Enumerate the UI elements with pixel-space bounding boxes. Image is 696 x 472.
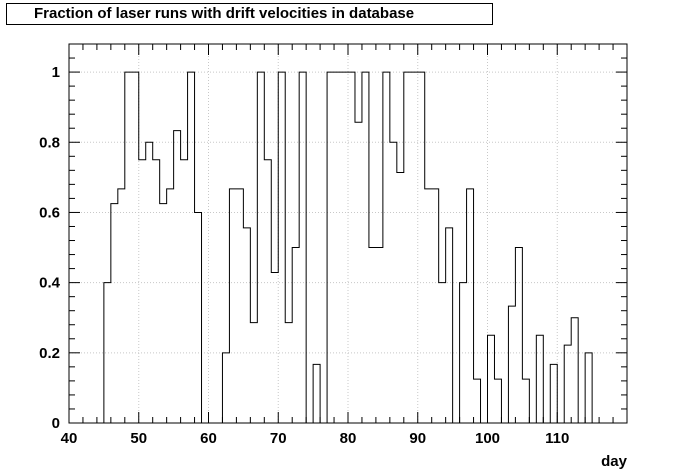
y-tick-label: 0.8: [39, 134, 60, 151]
x-tick-label: 60: [200, 430, 217, 447]
y-tick-label: 1: [52, 64, 60, 81]
chart-title: Fraction of laser runs with drift veloci…: [6, 3, 493, 25]
x-tick-label: 70: [270, 430, 287, 447]
x-tick-label: 90: [409, 430, 426, 447]
x-axis-label: day: [601, 453, 628, 470]
x-tick-label: 110: [545, 430, 569, 447]
x-tick-labels: 40 50 60 70 80 90 100 110: [61, 430, 570, 447]
y-tick-labels: 0 0.2 0.4 0.6 0.8 1: [39, 64, 61, 432]
y-tick-label: 0.4: [39, 275, 61, 292]
y-tick-label: 0.6: [39, 204, 60, 221]
x-tick-label: 100: [475, 430, 500, 447]
x-tick-label: 50: [130, 430, 147, 447]
x-tick-label: 80: [340, 430, 357, 447]
histogram-step-line: [69, 71, 627, 424]
y-tick-label: 0.2: [39, 345, 60, 362]
y-tick-label: 0: [52, 415, 60, 432]
x-tick-label: 40: [61, 430, 78, 447]
